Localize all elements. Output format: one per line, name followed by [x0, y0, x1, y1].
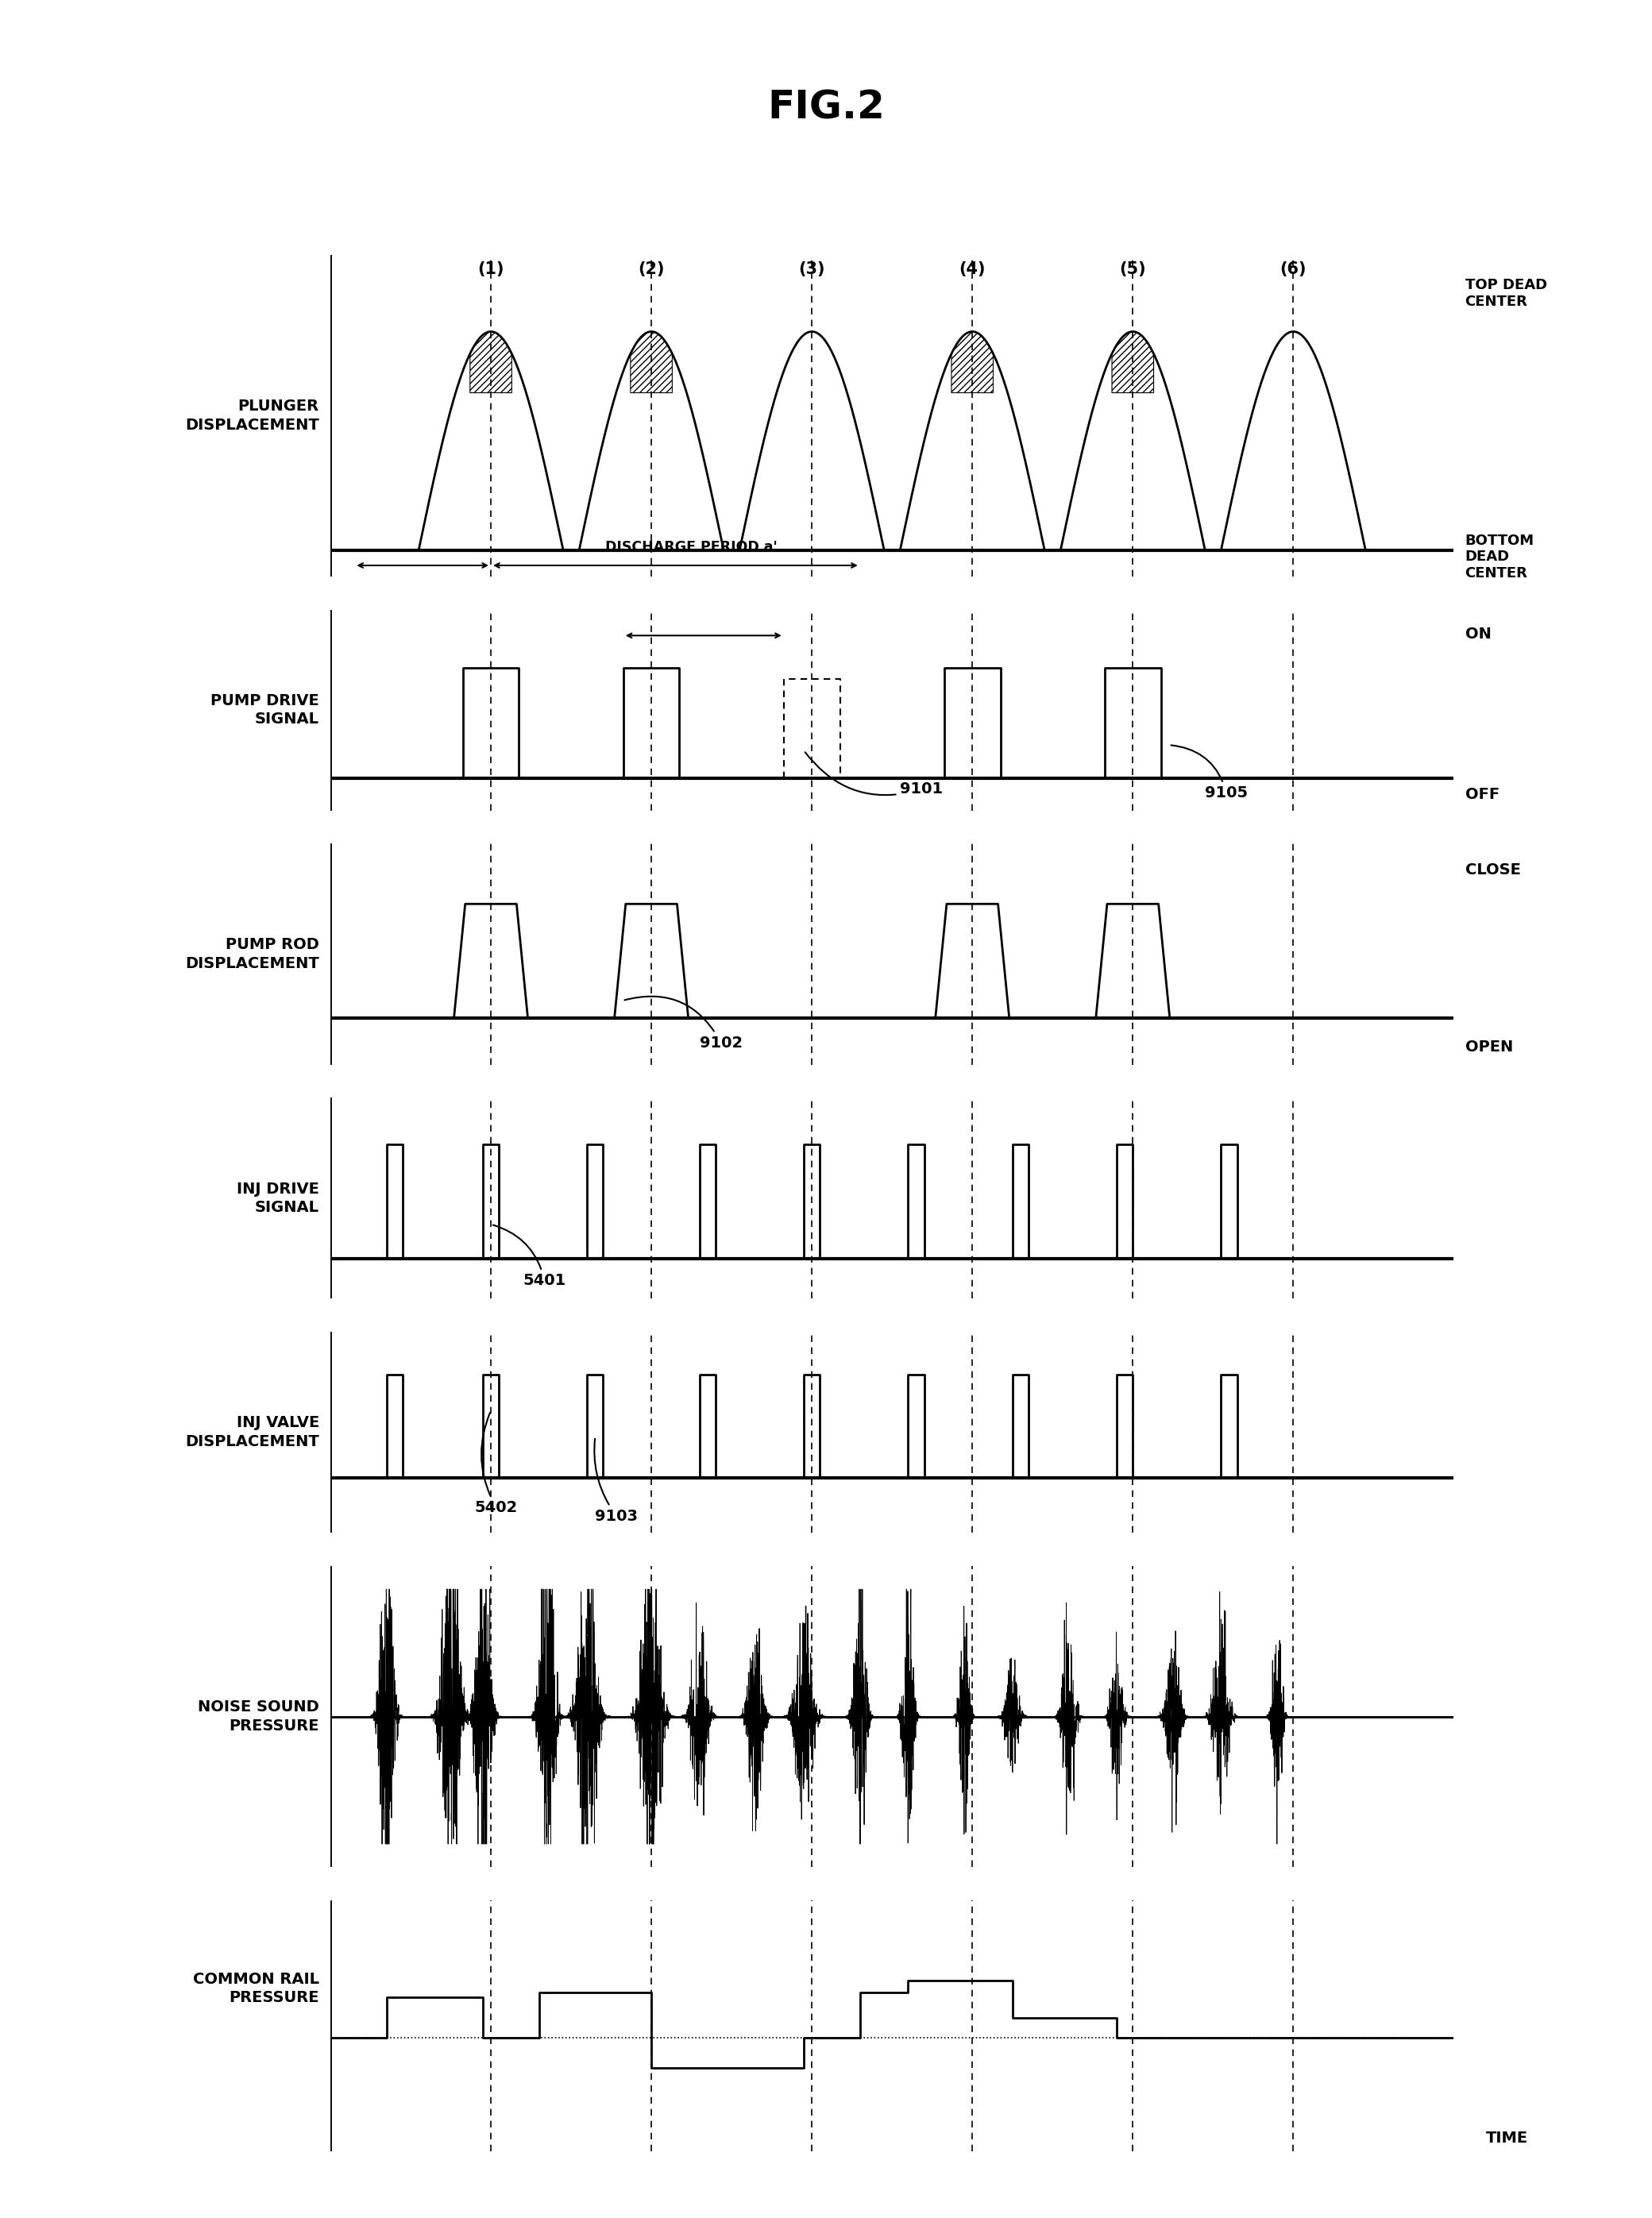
Text: COMMON RAIL
PRESSURE: COMMON RAIL PRESSURE [193, 1972, 319, 2005]
Text: 9105: 9105 [1171, 745, 1247, 801]
Text: OFF: OFF [1465, 787, 1500, 803]
Text: 9101: 9101 [805, 752, 943, 796]
Text: PUMP DRIVE
SIGNAL: PUMP DRIVE SIGNAL [210, 694, 319, 728]
Text: 9102: 9102 [624, 996, 742, 1051]
Text: (5): (5) [1120, 262, 1146, 277]
Text: 5401: 5401 [492, 1224, 567, 1289]
Text: (4): (4) [960, 262, 986, 277]
Text: CLOSE: CLOSE [1465, 863, 1520, 878]
Text: NOISE SOUND
PRESSURE: NOISE SOUND PRESSURE [198, 1699, 319, 1734]
Text: FIG.2: FIG.2 [767, 89, 885, 126]
Text: (6): (6) [1280, 262, 1307, 277]
Text: BOTTOM
DEAD
CENTER: BOTTOM DEAD CENTER [1465, 532, 1535, 581]
Text: TIME: TIME [1485, 2131, 1528, 2145]
Text: PLUNGER
DISPLACEMENT: PLUNGER DISPLACEMENT [185, 399, 319, 433]
Text: PUMP ROD
DISPLACEMENT: PUMP ROD DISPLACEMENT [185, 938, 319, 971]
Text: 9103: 9103 [595, 1439, 638, 1524]
Text: (1): (1) [477, 262, 504, 277]
Text: 5402: 5402 [474, 1413, 519, 1515]
Text: ON: ON [1465, 625, 1492, 641]
Text: OPEN: OPEN [1465, 1040, 1513, 1054]
Text: TOP DEAD
CENTER: TOP DEAD CENTER [1465, 277, 1546, 308]
Text: INJ DRIVE
SIGNAL: INJ DRIVE SIGNAL [236, 1182, 319, 1215]
Text: INJ VALVE
DISPLACEMENT: INJ VALVE DISPLACEMENT [185, 1415, 319, 1448]
Text: DISCHARGE PERIOD a': DISCHARGE PERIOD a' [605, 541, 778, 554]
Text: (2): (2) [638, 262, 664, 277]
Text: (3): (3) [798, 262, 824, 277]
